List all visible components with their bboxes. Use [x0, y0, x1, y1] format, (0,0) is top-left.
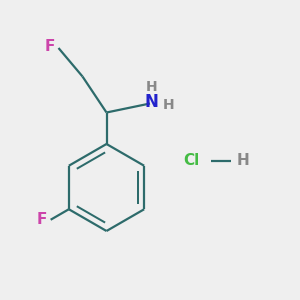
Text: F: F	[44, 39, 55, 54]
Text: N: N	[145, 93, 158, 111]
Text: H: H	[237, 153, 250, 168]
Text: Cl: Cl	[183, 153, 200, 168]
Text: H: H	[163, 98, 174, 112]
Text: F: F	[37, 212, 47, 227]
Text: H: H	[146, 80, 157, 94]
